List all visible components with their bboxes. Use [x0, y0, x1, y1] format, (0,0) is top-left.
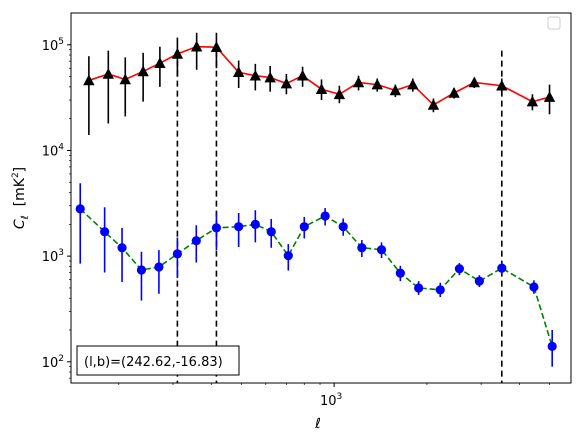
data-point-circle: [75, 204, 85, 214]
y-axis-label: Cℓ [mK2]: [11, 167, 31, 229]
data-point-circle: [100, 227, 110, 237]
data-point-triangle: [137, 65, 149, 77]
data-point-circle: [250, 219, 260, 229]
data-point-circle: [299, 222, 309, 232]
data-point-circle: [283, 251, 293, 261]
data-point-triangle: [249, 69, 262, 81]
plot-area: [75, 32, 557, 383]
data-point-triangle: [407, 78, 419, 90]
data-point-triangle: [448, 86, 460, 98]
x-axis-label: ℓ: [314, 416, 321, 432]
data-point-triangle: [83, 74, 95, 86]
data-point-circle: [357, 243, 367, 253]
data-point-triangle: [496, 79, 508, 91]
x-tick-label: 103: [320, 392, 342, 409]
data-point-triangle: [232, 66, 245, 78]
data-point-triangle: [210, 41, 223, 52]
data-point-triangle: [543, 91, 556, 102]
data-point-circle: [395, 268, 405, 278]
data-point-triangle: [264, 71, 276, 83]
axes: 102 103 104 105 103 ℓ Cℓ [mK2]: [11, 12, 572, 432]
data-point-triangle: [280, 77, 293, 89]
annotation-text: (l,b)=(242.62,-16.83): [84, 355, 223, 370]
data-point-triangle: [352, 76, 365, 88]
data-point-circle: [211, 223, 222, 233]
data-point-circle: [320, 211, 330, 221]
data-point-triangle: [333, 88, 346, 100]
data-point-circle: [414, 283, 424, 293]
data-point-circle: [547, 341, 557, 351]
data-point-triangle: [468, 76, 481, 88]
data-point-triangle: [427, 98, 440, 110]
data-point-circle: [234, 222, 244, 232]
data-point-circle: [376, 245, 387, 255]
data-point-triangle: [190, 40, 203, 52]
data-point-circle: [454, 264, 465, 274]
data-point-circle: [154, 262, 164, 272]
data-point-triangle: [315, 83, 328, 95]
data-point-triangle: [154, 57, 166, 68]
data-point-triangle: [296, 69, 309, 81]
data-point-circle: [474, 276, 484, 286]
annotation-box: (l,b)=(242.62,-16.83): [76, 345, 240, 376]
data-point-circle: [117, 243, 127, 253]
data-point-triangle: [389, 84, 402, 96]
series-1-line: [88, 45, 550, 106]
data-point-triangle: [371, 78, 383, 90]
data-point-triangle: [119, 73, 131, 85]
data-point-circle: [172, 249, 182, 259]
data-point-triangle: [102, 67, 115, 79]
y-tick-label: 102: [42, 354, 64, 371]
y-tick-label: 103: [42, 248, 64, 265]
data-point-circle: [435, 285, 445, 295]
data-point-circle: [136, 265, 147, 275]
data-point-circle: [266, 227, 276, 237]
data-point-triangle: [171, 47, 184, 59]
data-point-circle: [191, 236, 201, 246]
y-tick-label: 104: [42, 142, 65, 159]
y-tick-label: 105: [42, 37, 64, 54]
axes-frame: [70, 12, 572, 384]
data-point-circle: [338, 222, 348, 232]
data-point-circle: [529, 282, 539, 292]
data-point-circle: [497, 263, 507, 273]
data-point-triangle: [526, 95, 539, 107]
legend-box: [547, 16, 561, 30]
annotation-frame: [76, 345, 240, 376]
